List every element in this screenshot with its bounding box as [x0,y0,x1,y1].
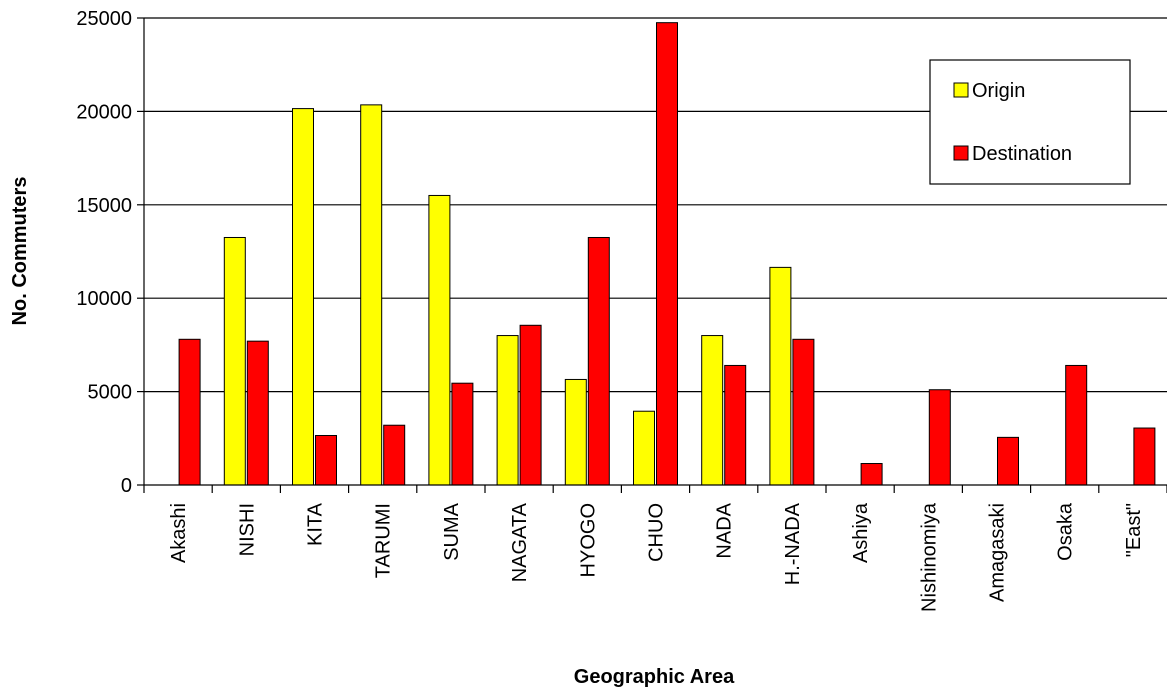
bar-origin-nada [701,335,724,486]
x-axis-title: Geographic Area [574,666,735,688]
bar-origin-suma [428,194,451,486]
bar-origin-kita [292,108,314,486]
x-tick-label-osaka: Osaka [1055,502,1077,561]
bar-origin-nishi [223,236,246,486]
legend: Origin Destination [929,59,1131,185]
legend-box [929,59,1131,185]
bar-destination-hyogo [587,236,610,486]
y-tick-label-20000: 20000 [76,101,132,123]
y-tick-label-25000: 25000 [76,8,132,30]
x-tick-label-hyogo: HYOGO [577,503,599,577]
x-tick-label-tarumi: TARUMI [373,503,395,578]
x-tick-label-suma: SUMA [441,502,463,560]
x-tick-label-nada: NADA [714,502,736,558]
bar-destination-suma [451,382,474,486]
bar-destination-nishi [246,340,269,486]
bar-destination-osaka [1065,364,1088,486]
legend-swatch-destination [953,145,969,161]
bar-destination-amagasaki [997,436,1019,486]
bar-origin-hyogo [564,378,587,486]
x-tick-label-nagata: NAGATA [509,502,531,582]
bar-destination-east [1133,427,1156,486]
bar-destination-nagata [519,324,542,486]
bar-origin-h-nada [769,266,792,486]
x-tick-label-kita: KITA [305,502,327,546]
y-tick-label-5000: 5000 [88,382,133,404]
x-tick-label-amagasaki: Amagasaki [987,503,1009,602]
legend-label-origin: Origin [972,80,1025,102]
bar-destination-kita [315,434,337,486]
x-tick-label-nishinomiya: Nishinomiya [918,502,940,612]
x-tick-label-chuo: CHUO [646,503,668,562]
y-tick-label-10000: 10000 [76,288,132,310]
y-tick-label-15000: 15000 [76,195,132,217]
bar-destination-tarumi [383,424,406,486]
y-tick-label-0: 0 [121,475,132,497]
bar-origin-tarumi [360,104,383,486]
bar-origin-chuo [633,410,655,486]
x-tick-label-h-nada: H.-NADA [782,502,804,585]
bar-destination-nishinomiya [928,389,951,486]
x-tick-label-east: "East" [1123,503,1145,557]
legend-label-destination: Destination [972,143,1072,165]
x-tick-label-nishi: NISHI [236,503,258,556]
bar-destination-akashi [178,338,201,486]
x-tick-label-akashi: Akashi [168,503,190,563]
y-axis-title: No. Commuters [9,177,31,326]
bar-destination-chuo [656,22,678,486]
bar-origin-nagata [496,335,519,486]
bar-destination-nada [724,364,747,486]
legend-swatch-origin [953,82,969,98]
x-tick-label-ashiya: Ashiya [850,502,872,563]
bar-destination-ashiya [860,463,883,486]
tick-labels: 0 5000 10000 15000 20000 25000 Akashi NISHI KITA… [76,8,1145,612]
axes [137,17,1167,493]
bar-destination-h-nada [792,338,815,486]
